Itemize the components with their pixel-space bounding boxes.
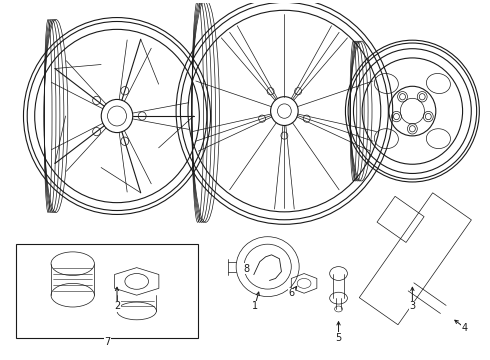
Text: 4: 4 [462, 323, 467, 333]
Text: 7: 7 [104, 337, 110, 347]
Text: 6: 6 [288, 288, 294, 298]
Text: 2: 2 [114, 301, 120, 311]
Text: 8: 8 [243, 264, 249, 274]
Bar [16, 244, 198, 338]
Text: 5: 5 [336, 333, 342, 342]
Text: 3: 3 [409, 301, 416, 311]
Text: 1: 1 [252, 301, 258, 311]
